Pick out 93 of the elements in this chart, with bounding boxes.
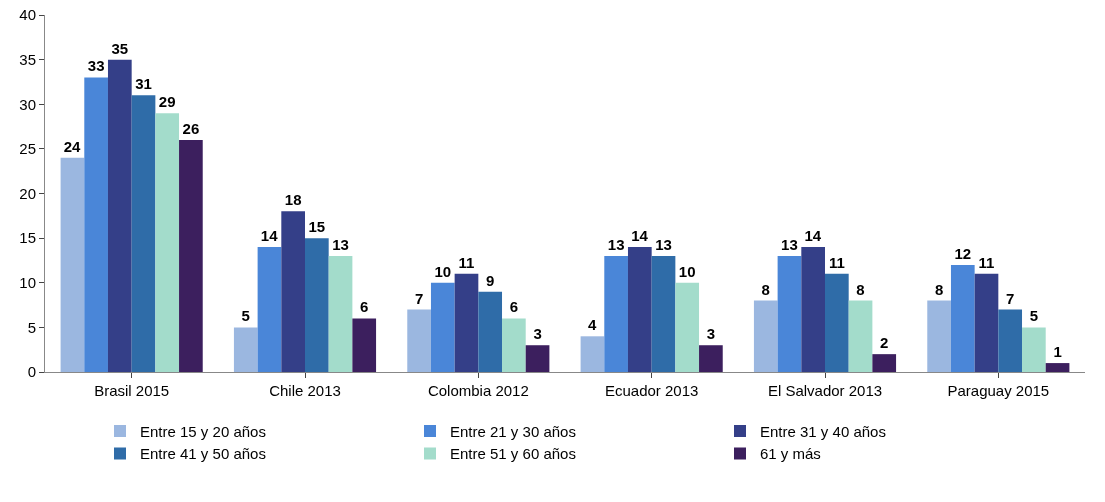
x-tick-label: Colombia 2012 xyxy=(427,382,529,399)
data-label: 7 xyxy=(414,289,424,307)
legend-label: Entre 51 y 60 años xyxy=(450,445,576,463)
data-label: 35 xyxy=(111,39,129,57)
x-tick-label: Paraguay 2015 xyxy=(947,382,1050,399)
data-label: 4 xyxy=(587,316,597,334)
data-label: 12 xyxy=(954,244,972,262)
bar xyxy=(801,247,825,372)
bar xyxy=(281,211,305,372)
data-label: 33 xyxy=(87,57,105,75)
data-label: 7 xyxy=(1006,289,1015,307)
bar xyxy=(998,309,1023,372)
data-label: 15 xyxy=(308,218,326,236)
data-label: 11 xyxy=(458,253,475,271)
data-label: 3 xyxy=(533,325,542,343)
y-tick-label: 15 xyxy=(19,229,36,247)
bar xyxy=(974,273,999,372)
bar xyxy=(651,255,676,372)
bar xyxy=(927,300,951,372)
data-label: 5 xyxy=(1029,307,1039,325)
y-tick-label: 35 xyxy=(19,50,36,68)
legend-label: Entre 21 y 30 años xyxy=(450,422,576,440)
data-label: 13 xyxy=(607,235,625,253)
bar xyxy=(257,247,282,372)
data-label: 14 xyxy=(631,227,649,245)
x-tick-label: Chile 2013 xyxy=(269,382,341,399)
bar xyxy=(675,282,700,372)
legend-label: Entre 31 y 40 años xyxy=(760,422,886,440)
bar xyxy=(502,318,526,372)
y-tick-label: 5 xyxy=(27,318,36,336)
legend-label: 61 y más xyxy=(760,445,821,463)
data-label: 5 xyxy=(241,307,250,325)
data-label: 2 xyxy=(880,334,889,352)
bar xyxy=(525,345,550,372)
data-label: 18 xyxy=(284,191,302,209)
data-label: 29 xyxy=(158,93,176,111)
bar xyxy=(1045,363,1070,372)
bar xyxy=(352,318,377,372)
bar xyxy=(825,273,849,372)
data-label: 13 xyxy=(332,235,349,253)
data-label: 6 xyxy=(509,298,519,316)
bar xyxy=(604,255,628,372)
y-tick-label: 10 xyxy=(19,274,36,291)
bar xyxy=(84,77,108,372)
data-label: 11 xyxy=(828,253,845,271)
x-tick-label: El Salvador 2013 xyxy=(767,382,883,399)
data-label: 24 xyxy=(63,137,82,155)
bar xyxy=(328,255,353,372)
bar xyxy=(478,291,503,372)
y-tick-label: 25 xyxy=(19,140,36,158)
bar xyxy=(1022,327,1046,372)
bar xyxy=(848,300,873,372)
data-label: 3 xyxy=(706,325,716,343)
bar xyxy=(950,264,975,372)
data-label: 26 xyxy=(182,119,200,137)
bar xyxy=(407,309,431,372)
data-label: 8 xyxy=(761,280,770,298)
bar xyxy=(179,139,203,372)
legend-label: Entre 41 y 50 años xyxy=(140,445,266,463)
data-label: 1 xyxy=(1053,343,1062,361)
bar xyxy=(872,354,897,372)
bar xyxy=(107,59,132,372)
data-label: 13 xyxy=(655,235,672,253)
bar xyxy=(454,273,479,372)
bar xyxy=(699,345,723,372)
y-tick-label: 40 xyxy=(19,6,36,24)
legend-label: Entre 15 y 20 años xyxy=(140,422,266,440)
bar xyxy=(430,282,455,372)
bar xyxy=(580,336,605,372)
bar xyxy=(131,95,156,372)
data-label: 13 xyxy=(781,235,798,253)
data-label: 9 xyxy=(486,271,495,289)
y-tick-label: 30 xyxy=(19,95,36,113)
data-label: 10 xyxy=(434,262,452,280)
y-tick-label: 20 xyxy=(19,184,36,202)
bar xyxy=(155,113,180,372)
y-tick-label: 0 xyxy=(27,363,36,381)
data-label: 14 xyxy=(804,227,822,245)
bar xyxy=(753,300,778,372)
x-tick-label: Brasil 2015 xyxy=(94,382,170,399)
bar xyxy=(627,247,652,372)
bar xyxy=(777,255,802,372)
data-label: 14 xyxy=(260,227,279,245)
x-tick-label: Ecuador 2013 xyxy=(604,382,699,399)
bar xyxy=(60,157,85,372)
data-label: 11 xyxy=(978,253,995,271)
data-label: 10 xyxy=(678,262,696,280)
data-label: 6 xyxy=(360,298,369,316)
bar xyxy=(233,327,258,372)
data-label: 31 xyxy=(135,75,152,93)
data-label: 8 xyxy=(934,280,944,298)
bar xyxy=(305,238,329,372)
data-label: 8 xyxy=(856,280,865,298)
